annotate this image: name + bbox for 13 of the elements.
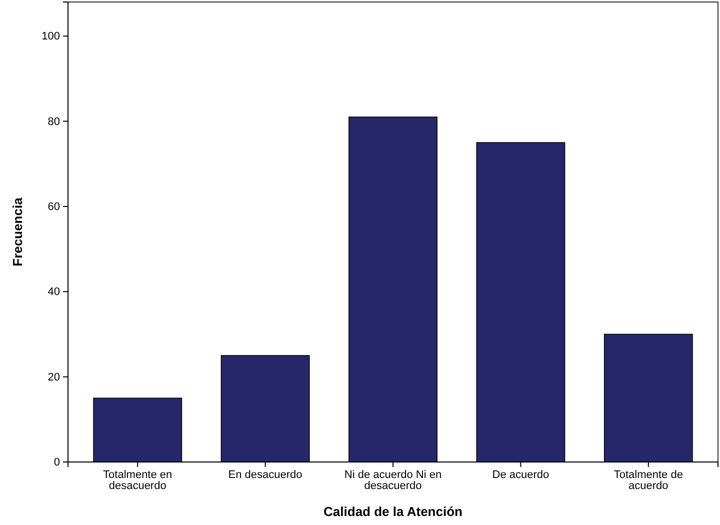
y-tick-label: 20 [48, 371, 60, 384]
x-tick-label: Totalmente en desacuerdo [103, 468, 172, 492]
x-axis-title: Calidad de la Atención [324, 504, 463, 519]
y-axis-title: Frecuencia [10, 196, 25, 266]
x-tick-label: En desacuerdo [228, 468, 302, 481]
y-tick-label: 100 [42, 30, 60, 43]
y-tick-label: 40 [48, 286, 60, 298]
x-tick-label: Totalmente de acuerdo [614, 468, 683, 492]
y-tick-label: 80 [48, 116, 60, 128]
y-tick-label: 0 [54, 456, 60, 469]
x-tick-label: De acuerdo [492, 468, 550, 481]
y-tick-label: 60 [48, 200, 60, 213]
x-tick-label: Ni de acuerdo Ni en desacuerdo [344, 468, 442, 492]
